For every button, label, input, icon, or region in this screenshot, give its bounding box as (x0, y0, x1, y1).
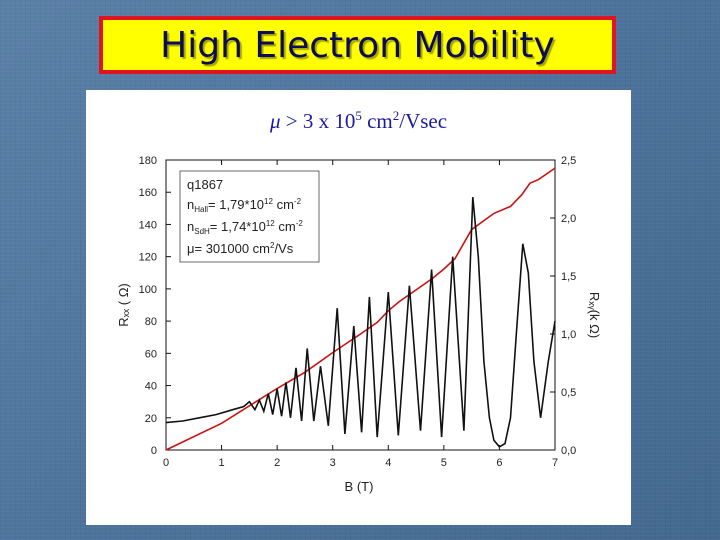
legend-sample: q1867 (187, 177, 223, 192)
left-y-tick-label: 160 (139, 187, 157, 199)
left-y-tick-label: 100 (139, 284, 157, 296)
right-y-tick-label: 1,5 (561, 271, 576, 283)
plot-frame (165, 159, 556, 451)
left-y-tick-label: 60 (145, 348, 157, 360)
right-y-tick-label: 1,0 (561, 329, 576, 341)
chart-panel (86, 90, 631, 525)
slide-title: High Electron Mobility (160, 24, 555, 66)
x-tick-label: 2 (274, 457, 280, 469)
axis-ticks: 0 1 2 3 4 5 6 7 0 20 40 60 80 100 120 140 160 180 0,0 0,5 1,… (139, 155, 577, 469)
mobility-exponent: 5 (355, 108, 362, 123)
legend-n-hall: nHall= 1,79*1012 cm-2 (187, 197, 302, 214)
left-y-tick-label: 120 (139, 252, 157, 264)
legend-box (179, 170, 320, 263)
left-y-tick-label: 0 (151, 445, 157, 457)
right-y-tick-label: 2,5 (561, 155, 576, 167)
mobility-unit-base: cm (361, 109, 393, 133)
x-tick-label: 7 (552, 457, 558, 469)
x-tick-label: 0 (163, 457, 169, 469)
x-tick-label: 6 (496, 457, 502, 469)
right-y-tick-label: 2,0 (561, 213, 576, 225)
x-axis-label: B (T) (345, 479, 374, 494)
mobility-subtitle: μ > 3 x 105 cm2/Vsec (86, 108, 631, 134)
slide-title-box: High Electron Mobility (99, 16, 616, 74)
x-tick-label: 5 (441, 457, 447, 469)
left-y-tick-label: 140 (139, 219, 157, 231)
x-tick-label: 1 (219, 457, 225, 469)
x-tick-label: 3 (330, 457, 336, 469)
right-y-tick-label: 0,5 (561, 387, 576, 399)
legend-mobility: μ= 301000 cm2/Vs (187, 241, 294, 256)
left-y-tick-label: 20 (145, 413, 157, 425)
rxx-series-line (165, 197, 556, 448)
left-y-axis-label: Rₓₓ ( Ω) (116, 283, 131, 327)
right-y-axis-label: Rₓᵧ(k Ω) (587, 292, 602, 338)
legend-n-sdh: nSdH= 1,74*1012 cm-2 (187, 219, 303, 236)
left-y-tick-label: 80 (145, 316, 157, 328)
mu-symbol: μ (269, 109, 281, 133)
left-y-tick-label: 180 (139, 155, 157, 167)
mobility-unit-exponent: 2 (392, 108, 400, 123)
x-tick-label: 4 (385, 457, 391, 469)
mobility-prefix: > 3 x 10 (280, 109, 356, 133)
left-y-tick-label: 40 (145, 381, 157, 393)
mobility-unit-suffix: /Vsec (399, 109, 448, 133)
right-y-tick-label: 0,0 (561, 445, 576, 457)
